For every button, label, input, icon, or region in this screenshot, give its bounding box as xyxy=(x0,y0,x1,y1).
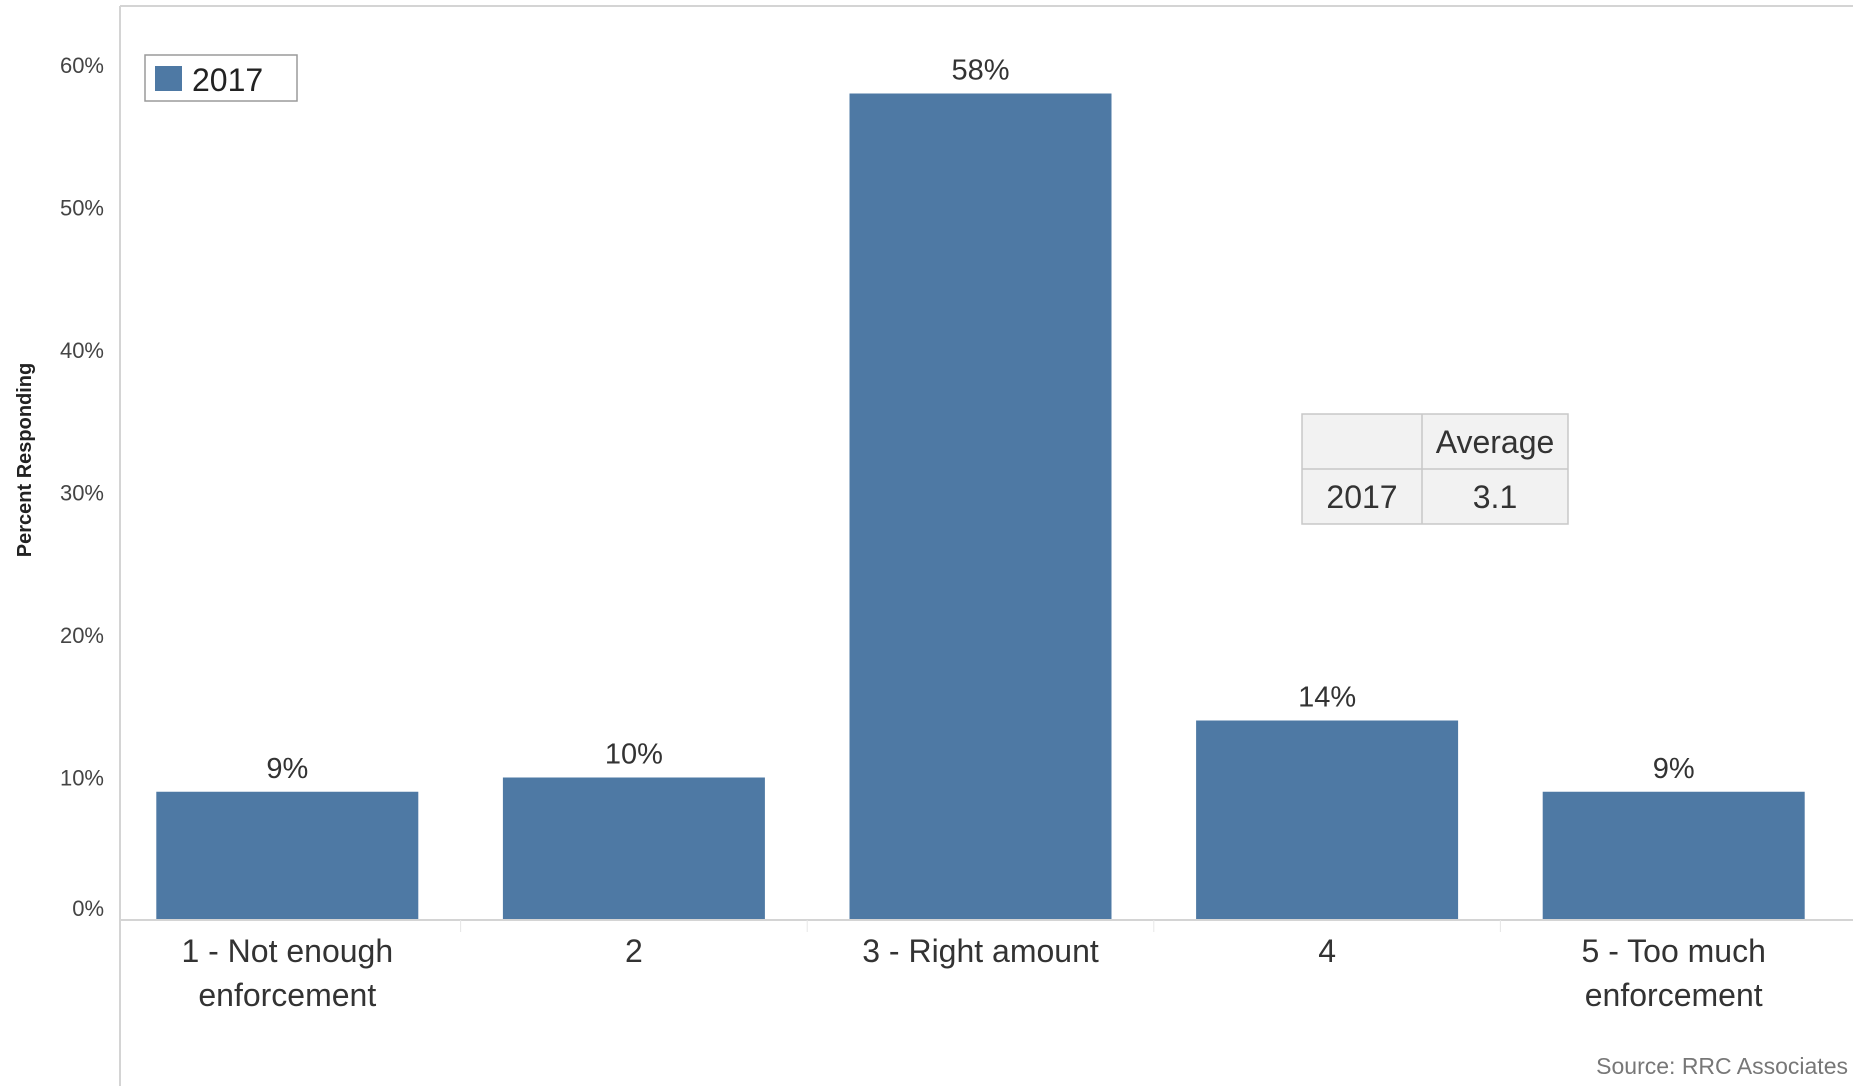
y-tick-label: 60% xyxy=(60,53,104,78)
table-header-average: Average xyxy=(1436,424,1555,460)
y-tick-label: 50% xyxy=(60,196,104,221)
x-tick-label-line: 5 - Too much xyxy=(1582,933,1766,969)
legend-swatch xyxy=(155,66,182,91)
y-tick-label: 20% xyxy=(60,623,104,648)
data-label: 10% xyxy=(605,739,663,771)
legend-label: 2017 xyxy=(192,62,263,98)
legend: 2017 xyxy=(145,55,297,101)
bar xyxy=(1543,792,1805,920)
y-tick-label: 10% xyxy=(60,766,104,791)
x-tick-label: 1 - Not enough enforcement xyxy=(181,933,393,1013)
table-row-label: 2017 xyxy=(1326,479,1397,515)
y-tick-label: 40% xyxy=(60,338,104,363)
x-tick-label-line: 4 xyxy=(1318,933,1336,969)
x-tick-label: 4 xyxy=(1318,933,1336,969)
x-tick-label-line: 2 xyxy=(625,933,643,969)
x-tick-label-line: 1 - Not enough xyxy=(181,933,393,969)
average-table: Average 2017 3.1 xyxy=(1302,414,1568,524)
data-label: 9% xyxy=(266,753,308,785)
source-note: Source: RRC Associates xyxy=(1596,1053,1848,1079)
y-tick-label: 30% xyxy=(60,481,104,506)
x-tick-label-line: enforcement xyxy=(1585,977,1763,1013)
data-label: 14% xyxy=(1298,682,1356,714)
y-tick-label: 0% xyxy=(72,896,104,921)
table-average-value: 3.1 xyxy=(1473,479,1517,515)
bar xyxy=(156,792,418,920)
x-tick-label: 2 xyxy=(625,933,643,969)
y-axis-title: Percent Responding xyxy=(14,363,36,557)
x-tick-label-line: 3 - Right amount xyxy=(862,933,1099,969)
bar xyxy=(850,94,1112,921)
bar xyxy=(503,778,765,921)
bar xyxy=(1196,721,1458,921)
data-label: 9% xyxy=(1653,753,1695,785)
y-axis: 0% 10% 20% 30% 40% 50% 60% xyxy=(60,53,104,921)
x-axis: 1 - Not enough enforcement 2 3 - Right amou… xyxy=(120,920,1853,1013)
x-tick-label: 3 - Right amount xyxy=(862,933,1099,969)
x-tick-label: 5 - Too much enforcement xyxy=(1582,933,1766,1013)
data-label: 58% xyxy=(951,55,1009,87)
x-tick-label-line: enforcement xyxy=(198,977,376,1013)
